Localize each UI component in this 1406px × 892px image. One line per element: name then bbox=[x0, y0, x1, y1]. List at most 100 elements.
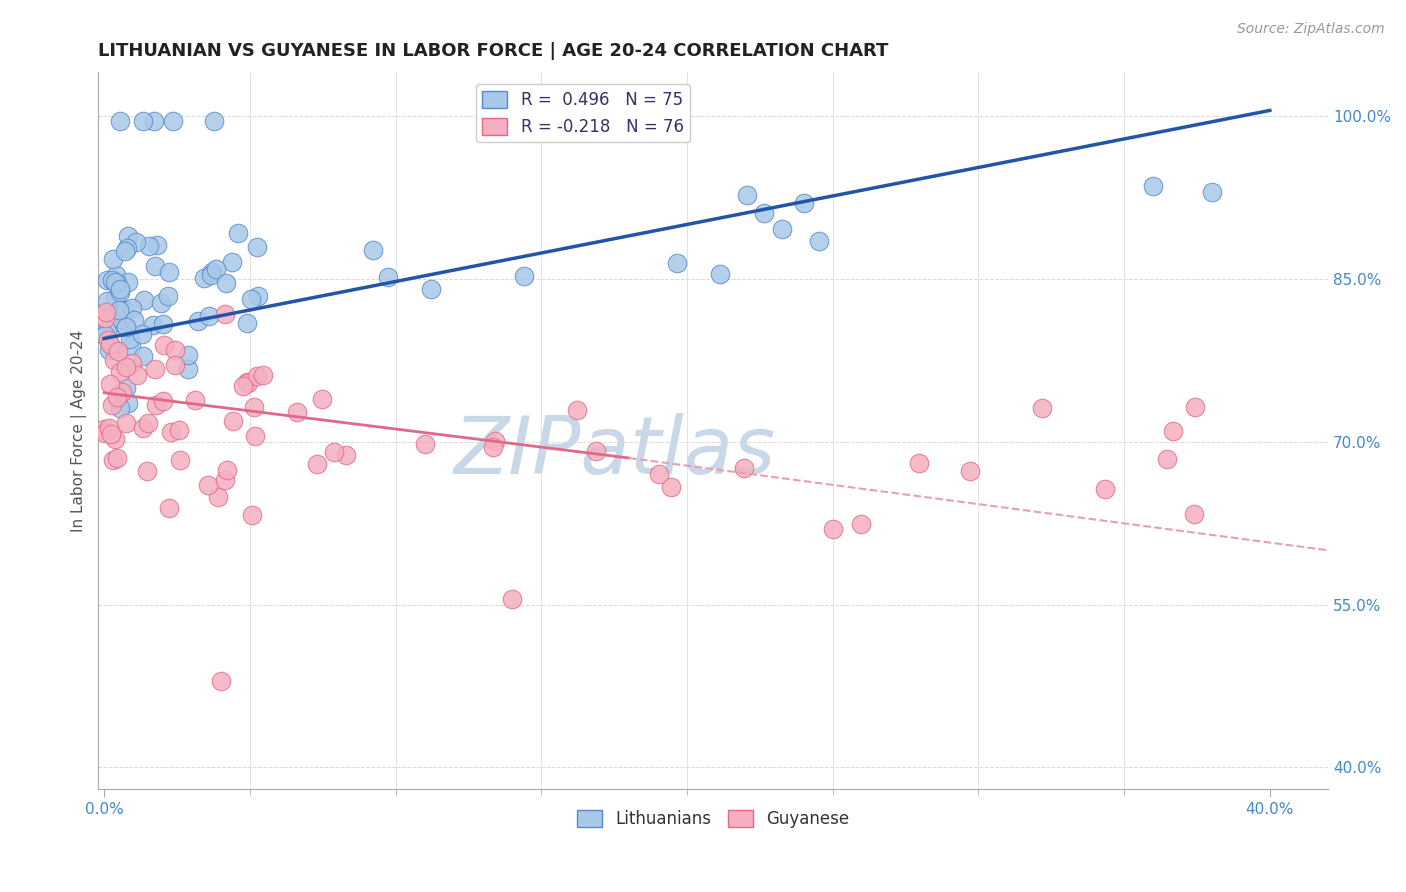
Point bbox=[114, 244, 136, 259]
Point bbox=[143, 114, 166, 128]
Point bbox=[908, 456, 931, 470]
Point bbox=[104, 291, 127, 305]
Point bbox=[103, 352, 125, 367]
Point bbox=[648, 467, 671, 481]
Point bbox=[136, 416, 159, 430]
Point bbox=[117, 275, 139, 289]
Point bbox=[246, 369, 269, 384]
Point bbox=[323, 444, 346, 458]
Point bbox=[214, 307, 236, 321]
Point bbox=[96, 323, 118, 337]
Point bbox=[121, 301, 143, 315]
Point bbox=[163, 343, 186, 358]
Point bbox=[236, 316, 259, 330]
Point bbox=[1182, 508, 1205, 522]
Point bbox=[115, 241, 138, 255]
Point bbox=[221, 254, 243, 268]
Point bbox=[138, 239, 160, 253]
Point bbox=[117, 395, 139, 409]
Point bbox=[94, 311, 117, 326]
Point bbox=[177, 348, 200, 362]
Point bbox=[246, 239, 269, 253]
Point bbox=[201, 265, 224, 279]
Point bbox=[252, 368, 274, 382]
Point bbox=[183, 392, 205, 407]
Point bbox=[114, 302, 136, 317]
Point bbox=[214, 276, 236, 290]
Point bbox=[103, 453, 125, 467]
Point bbox=[200, 268, 222, 283]
Point bbox=[153, 338, 176, 352]
Point bbox=[100, 377, 122, 392]
Point bbox=[666, 256, 689, 270]
Point bbox=[413, 437, 436, 451]
Point bbox=[419, 282, 441, 296]
Text: ZIPatlas: ZIPatlas bbox=[454, 413, 776, 491]
Point bbox=[98, 421, 121, 435]
Point bbox=[1163, 425, 1185, 439]
Point bbox=[152, 317, 174, 331]
Point bbox=[198, 309, 221, 323]
Y-axis label: In Labor Force | Age 20-24: In Labor Force | Age 20-24 bbox=[72, 330, 87, 532]
Legend: Lithuanians, Guyanese: Lithuanians, Guyanese bbox=[571, 803, 856, 835]
Point bbox=[110, 282, 132, 296]
Point bbox=[585, 444, 607, 458]
Point bbox=[125, 235, 148, 250]
Point bbox=[207, 490, 229, 504]
Point bbox=[197, 478, 219, 492]
Point bbox=[112, 318, 135, 333]
Point bbox=[105, 390, 128, 404]
Point bbox=[145, 260, 167, 274]
Point bbox=[202, 114, 225, 128]
Point bbox=[146, 237, 169, 252]
Point bbox=[1201, 185, 1223, 199]
Point bbox=[377, 270, 399, 285]
Point bbox=[156, 289, 179, 303]
Point bbox=[236, 376, 259, 391]
Point bbox=[772, 222, 794, 236]
Point bbox=[132, 421, 155, 435]
Point bbox=[121, 355, 143, 369]
Point bbox=[1031, 401, 1053, 415]
Point bbox=[160, 425, 183, 440]
Point bbox=[205, 261, 228, 276]
Point bbox=[100, 426, 122, 441]
Point bbox=[793, 195, 815, 210]
Point bbox=[125, 368, 148, 382]
Point bbox=[1184, 401, 1206, 415]
Point bbox=[821, 522, 844, 536]
Point bbox=[110, 401, 132, 416]
Point bbox=[733, 461, 755, 475]
Point bbox=[236, 376, 259, 390]
Point bbox=[240, 508, 263, 522]
Point bbox=[959, 464, 981, 478]
Point bbox=[177, 362, 200, 376]
Text: Source: ZipAtlas.com: Source: ZipAtlas.com bbox=[1237, 22, 1385, 37]
Point bbox=[247, 288, 270, 302]
Point bbox=[114, 416, 136, 430]
Point bbox=[567, 403, 589, 417]
Point bbox=[162, 114, 184, 128]
Point bbox=[165, 358, 187, 372]
Point bbox=[98, 337, 121, 351]
Point bbox=[103, 342, 125, 356]
Point bbox=[111, 385, 134, 400]
Point bbox=[114, 319, 136, 334]
Point bbox=[98, 343, 121, 357]
Point bbox=[150, 296, 173, 310]
Point bbox=[193, 270, 215, 285]
Point bbox=[243, 401, 266, 415]
Point bbox=[122, 313, 145, 327]
Point bbox=[152, 394, 174, 409]
Point bbox=[1142, 179, 1164, 194]
Point bbox=[169, 452, 191, 467]
Point bbox=[754, 206, 776, 220]
Point bbox=[232, 378, 254, 392]
Point bbox=[243, 429, 266, 443]
Point bbox=[501, 592, 523, 607]
Point bbox=[849, 517, 872, 532]
Point bbox=[167, 423, 190, 437]
Point bbox=[115, 360, 138, 375]
Point bbox=[104, 433, 127, 447]
Point bbox=[1156, 452, 1178, 467]
